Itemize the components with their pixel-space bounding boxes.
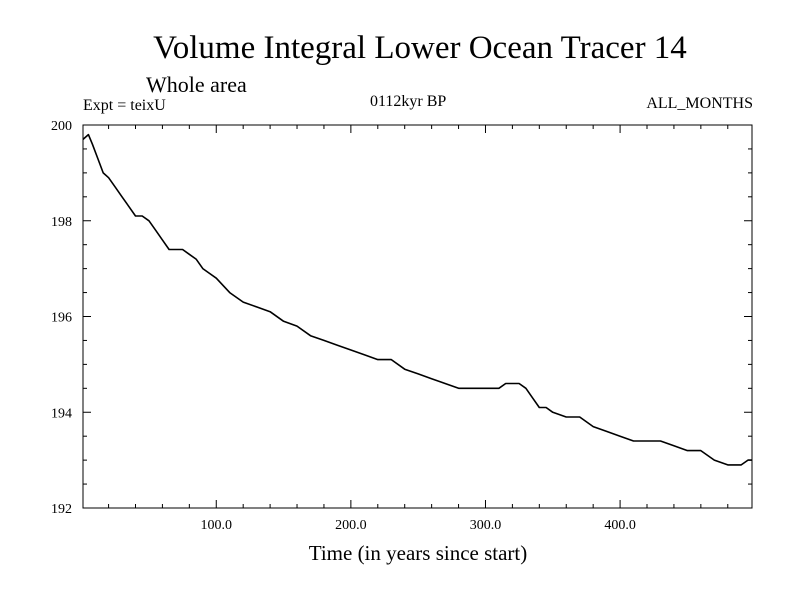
y-tick-label: 200 <box>51 119 72 134</box>
x-tick-label: 400.0 <box>604 518 636 533</box>
series-group <box>82 133 752 466</box>
y-tick-label: 194 <box>51 406 72 421</box>
plot-frame <box>82 124 753 509</box>
x-tick-label: 200.0 <box>335 518 367 533</box>
chart-title: Volume Integral Lower Ocean Tracer 14 <box>153 30 687 66</box>
x-axis-label: Time (in years since start) <box>308 541 528 565</box>
experiment-label: Expt = teixU <box>83 97 166 114</box>
x-tick-label: 100.0 <box>201 518 233 533</box>
y-tick-label: 192 <box>51 502 72 517</box>
axis-ticks <box>83 125 752 508</box>
x-tick-label: 300.0 <box>470 518 502 533</box>
chart-subtitle: Whole area <box>146 72 247 97</box>
series-line-teixU <box>82 133 752 466</box>
y-tick-label: 196 <box>51 311 72 326</box>
tick-labels: 100.0 200.0 300.0 400.0 192 194 196 198 200 <box>51 119 636 533</box>
months-label: ALL_MONTHS <box>646 95 753 112</box>
period-label: 0112kyr BP <box>370 93 447 110</box>
y-tick-label: 198 <box>51 215 72 230</box>
